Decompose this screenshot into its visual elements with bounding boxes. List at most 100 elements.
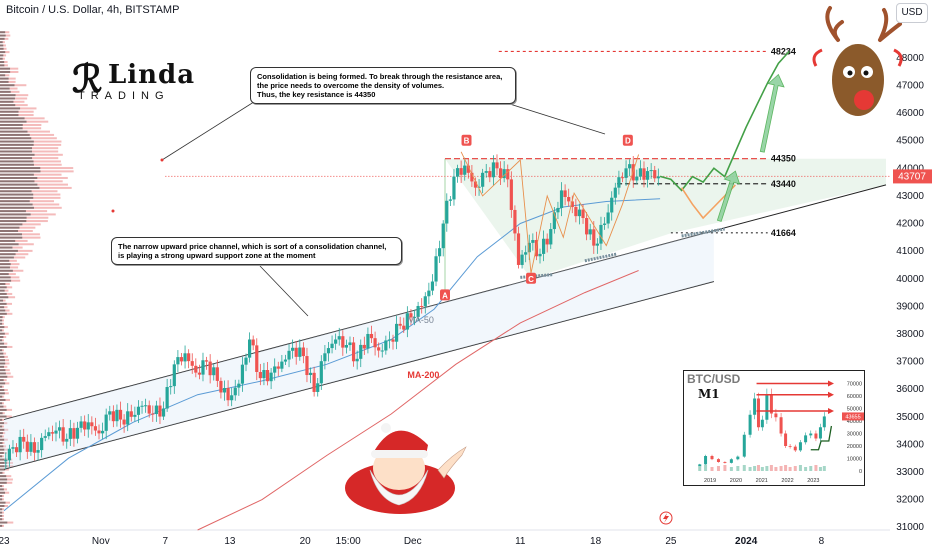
candle-body [201,360,204,374]
candle-body [302,348,305,357]
volume-profile-bar [0,194,33,196]
volume-profile-bar [0,263,11,265]
volume-profile-bar [0,359,5,361]
volume-profile-bar [0,412,3,414]
inset-candle-body [814,434,817,439]
volume-profile-bar [0,492,5,494]
inset-arrow-head [828,408,834,414]
currency-button[interactable]: USD [896,3,928,23]
candle-body [549,229,552,244]
inset-candle-body [704,456,707,464]
candle-body [581,210,584,218]
volume-profile-bar [0,247,12,249]
inset-volume-bar [743,465,746,471]
inset-volume-bar [780,466,783,471]
inset-candle-body [698,464,701,466]
volume-profile-bar [0,276,11,278]
inset-volume-bar [784,465,787,471]
candle-body [650,170,653,171]
candle-body [356,359,359,361]
price-tick-label: 32000 [896,495,924,506]
santa-hat-band [371,450,428,458]
volume-profile-bar [0,349,2,351]
candle-body [51,432,54,433]
candle-body [255,345,258,372]
volume-profile-bar [0,217,27,219]
inset-volume-bar [804,467,807,471]
candle-body [646,171,649,180]
volume-profile-bar [0,339,2,341]
candle-body [363,345,366,349]
price-tick-label: 39000 [896,301,924,312]
inset-volume-bar [823,466,826,471]
candle-body [262,370,265,378]
volume-profile-bar [0,435,2,437]
monthly-inset-chart[interactable]: BTC/USD M1 70000 60000 50000 40000 30000 2000… [683,370,865,486]
inset-volume-bar [819,467,822,471]
inset-candle-body [736,457,739,460]
candle-body [123,420,126,425]
candle-body [546,239,549,245]
candle-body [381,350,384,351]
candle-body [517,233,520,265]
volume-profile-bar [0,266,10,268]
volume-profile-bar [0,336,3,338]
candle-body [47,432,50,436]
volume-profile-bar [0,283,5,285]
inset-candle-body [757,399,760,428]
volume-profile-bar [0,210,26,212]
inset-candle-body [711,456,714,459]
candle-body [187,353,190,361]
inset-volume-bar [770,465,773,471]
volume-profile-bar [0,379,4,381]
candle-body [26,442,29,452]
price-tick-label: 46000 [896,108,924,119]
inset-candle-body [723,462,726,463]
candle-body [642,168,645,179]
volume-profile-bar [0,54,3,56]
inset-arrow-head [828,381,834,387]
volume-profile-bar [0,38,5,40]
volume-profile-bar [0,190,32,192]
inset-candle-body [743,435,746,457]
volume-profile-bar [0,485,2,487]
candle-body [424,296,427,306]
candle-body [442,224,445,249]
inset-candle-body [765,395,768,420]
channel-callout[interactable]: The narrow upward price channel, which i… [111,237,402,265]
time-tick-label: 2024 [735,536,758,547]
volume-profile-bar [0,124,23,126]
candle-body [427,291,430,297]
candle-body [112,411,115,421]
candle-body [44,436,47,438]
price-tick-label: 42000 [896,219,924,230]
level-label-43440: 43440 [771,179,796,189]
time-tick-label: 8 [819,536,825,547]
volume-profile-bar [0,104,15,106]
candle-body [334,340,337,344]
candle-body [399,324,402,326]
candle-body [58,427,61,430]
volume-profile-bar [0,74,5,76]
candle-body [87,422,90,429]
inset-candle-body [804,435,807,442]
volume-profile-bar [0,91,11,93]
callout-line: is playing a strong upward support zone … [118,251,395,260]
inset-volume-bar [704,465,707,471]
candle-body [510,179,513,210]
candle-body [388,340,391,341]
volume-profile-bar [0,406,3,408]
inset-candle-body [780,417,783,433]
inset-arrow-head [828,392,834,398]
reindeer-pupil [848,71,853,76]
candle-body [395,324,398,342]
candle-body [434,256,437,281]
volume-profile-bar [0,147,32,149]
volume-profile-bar [0,230,18,232]
candle-body [19,437,22,452]
volume-profile-bar [0,107,20,109]
consolidation-callout[interactable]: Consolidation is being formed. To break … [250,67,516,104]
volume-profile-bar [0,439,4,441]
inset-candle-body [819,427,822,438]
symbol-title[interactable]: Bitcoin / U.S. Dollar, 4h, BITSTAMP [6,4,179,16]
